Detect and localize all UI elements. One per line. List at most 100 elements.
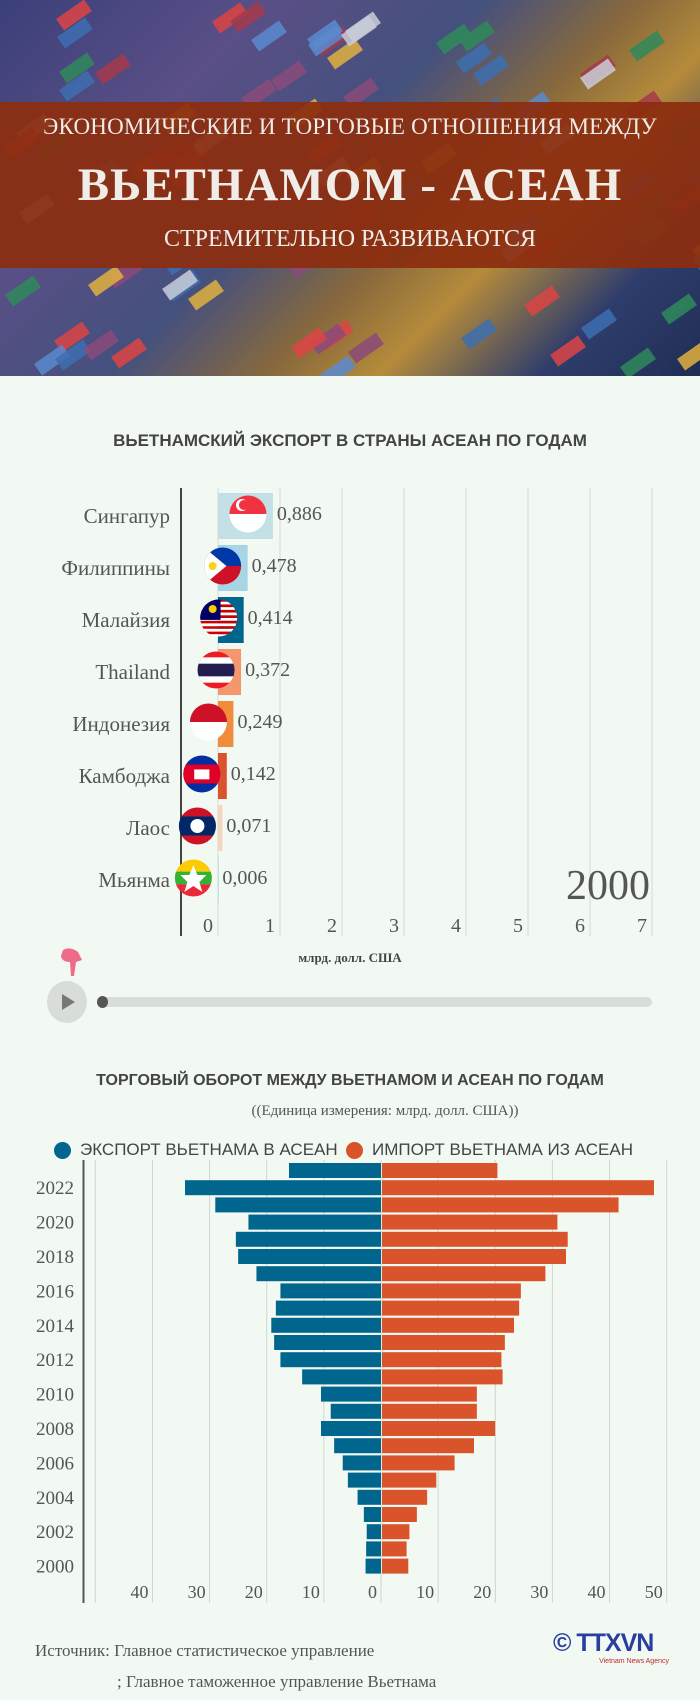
current-year-label: 2000 [566, 863, 650, 909]
value-label: 0,414 [248, 607, 293, 629]
export-bar [271, 1317, 381, 1333]
title-banner [0, 102, 700, 268]
container-decoration [550, 335, 587, 367]
container-decoration [580, 308, 617, 340]
flag-id-icon [189, 703, 227, 741]
container-decoration [524, 285, 561, 317]
legend-export-marker [54, 1142, 71, 1159]
export-bar [334, 1438, 381, 1454]
bar-mm [218, 857, 219, 903]
export-by-country-chart: 0 1 2 3 4 5 6 7 Сингапур 0,886 Филиппины 0,478 Малай… [61, 488, 653, 937]
container-decoration [250, 20, 287, 52]
year-label: 2012 [36, 1350, 74, 1371]
play-icon [62, 994, 75, 1010]
x-tick-label: 4 [451, 915, 461, 937]
export-bar [366, 1541, 381, 1557]
header-line-3: СТРЕМИТЕЛЬНО РАЗВИВАЮТСЯ [163, 226, 537, 252]
x-tick-label: 5 [513, 915, 523, 937]
import-bar [382, 1335, 505, 1350]
export-bar [275, 1300, 381, 1316]
container-decoration [271, 60, 308, 92]
x-tick-label: 10 [416, 1582, 434, 1602]
export-bar [342, 1455, 381, 1471]
x-tick-label: 0 [368, 1582, 377, 1602]
logo-text: © TTXVN [553, 1629, 654, 1657]
export-bar [248, 1214, 381, 1230]
import-bar [382, 1455, 455, 1471]
export-bar [365, 1558, 381, 1574]
value-label: 0,886 [277, 503, 322, 525]
x-tick-label: 50 [645, 1582, 663, 1602]
export-bar [280, 1352, 381, 1368]
import-bar [382, 1197, 619, 1213]
import-bar [382, 1180, 654, 1196]
flag-kh-icon [183, 755, 221, 793]
import-bar [382, 1266, 546, 1282]
x-tick-label: 30 [530, 1582, 548, 1602]
import-bar [382, 1163, 498, 1178]
import-bar [382, 1489, 428, 1505]
export-bar [185, 1180, 381, 1196]
import-bar [382, 1317, 514, 1333]
year-timeline-slider[interactable] [97, 997, 652, 1007]
container-decoration [348, 332, 385, 364]
value-label: 0,372 [245, 659, 290, 681]
import-bar [382, 1524, 410, 1540]
flag-ph-icon [204, 547, 242, 585]
x-tick-label: 7 [637, 915, 647, 937]
export-bar [289, 1163, 381, 1178]
year-label: 2000 [36, 1557, 74, 1578]
bar-la [218, 805, 223, 851]
container-decoration [94, 53, 131, 85]
export-bar [274, 1335, 381, 1350]
container-decoration [319, 355, 356, 376]
chart2-subtitle: ((Единица измерения: млрд. долл. США)) [251, 1103, 519, 1119]
export-bar [302, 1369, 381, 1385]
import-bar [382, 1438, 474, 1454]
flag-la-icon [178, 807, 216, 845]
export-bar [330, 1403, 381, 1419]
chart1-title: ВЬЕТНАМСКИЙ ЭКСПОРТ В СТРАНЫ АСЕАН ПО ГО… [113, 431, 587, 450]
container-decoration [619, 347, 656, 376]
trade-turnover-chart: 40 30 20 10 0 10 20 30 40 50202220202018201620142… [36, 1160, 668, 1603]
category-label: Thailand [95, 660, 170, 684]
value-label: 0,006 [222, 867, 267, 889]
import-bar [382, 1283, 521, 1299]
x-tick-label: 3 [389, 915, 399, 937]
play-button[interactable] [47, 981, 87, 1023]
x-tick-label: 2 [327, 915, 337, 937]
flag-mm-icon [174, 859, 212, 897]
export-bar [238, 1249, 381, 1264]
header-title: ВЬЕТНАМОМ - АСЕАН [77, 159, 623, 211]
year-label: 2008 [36, 1419, 74, 1440]
value-label: 0,478 [252, 555, 297, 577]
source-line-2: ; Главное таможенное управление Вьетнама [117, 1672, 437, 1691]
value-label: 0,249 [237, 711, 282, 733]
import-bar [382, 1214, 558, 1230]
legend-export-label: ЭКСПОРТ ВЬЕТНАМА В АСЕАН [80, 1140, 338, 1159]
container-decoration [4, 275, 41, 307]
x-tick-label: 6 [575, 915, 585, 937]
x-tick-label: 40 [130, 1582, 148, 1602]
import-bar [382, 1421, 496, 1436]
x-tick-label: 20 [473, 1582, 491, 1602]
year-label: 2018 [36, 1247, 74, 1268]
export-bar [235, 1231, 381, 1247]
flag-th-icon [197, 651, 235, 689]
year-label: 2004 [36, 1488, 75, 1509]
x-tick-label: 30 [188, 1582, 206, 1602]
x-tick-label: 1 [265, 915, 275, 937]
category-label: Малайзия [82, 608, 171, 632]
year-label: 2022 [36, 1178, 74, 1199]
export-bar [280, 1283, 381, 1299]
category-label: Лаос [126, 816, 170, 840]
header-line-1: ЭКОНОМИЧЕСКИЕ И ТОРГОВЫЕ ОТНОШЕНИЯ МЕЖДУ [43, 114, 657, 139]
export-bar [363, 1507, 381, 1522]
ttxvn-logo: © TTXVN Vietnam News Agency [553, 1630, 671, 1670]
slider-handle[interactable] [97, 996, 108, 1008]
chart1-xlabel: млрд. долл. США [298, 950, 402, 965]
import-bar [382, 1231, 568, 1247]
year-label: 2002 [36, 1522, 74, 1543]
category-label: Индонезия [72, 712, 170, 736]
value-label: 0,071 [226, 815, 271, 837]
